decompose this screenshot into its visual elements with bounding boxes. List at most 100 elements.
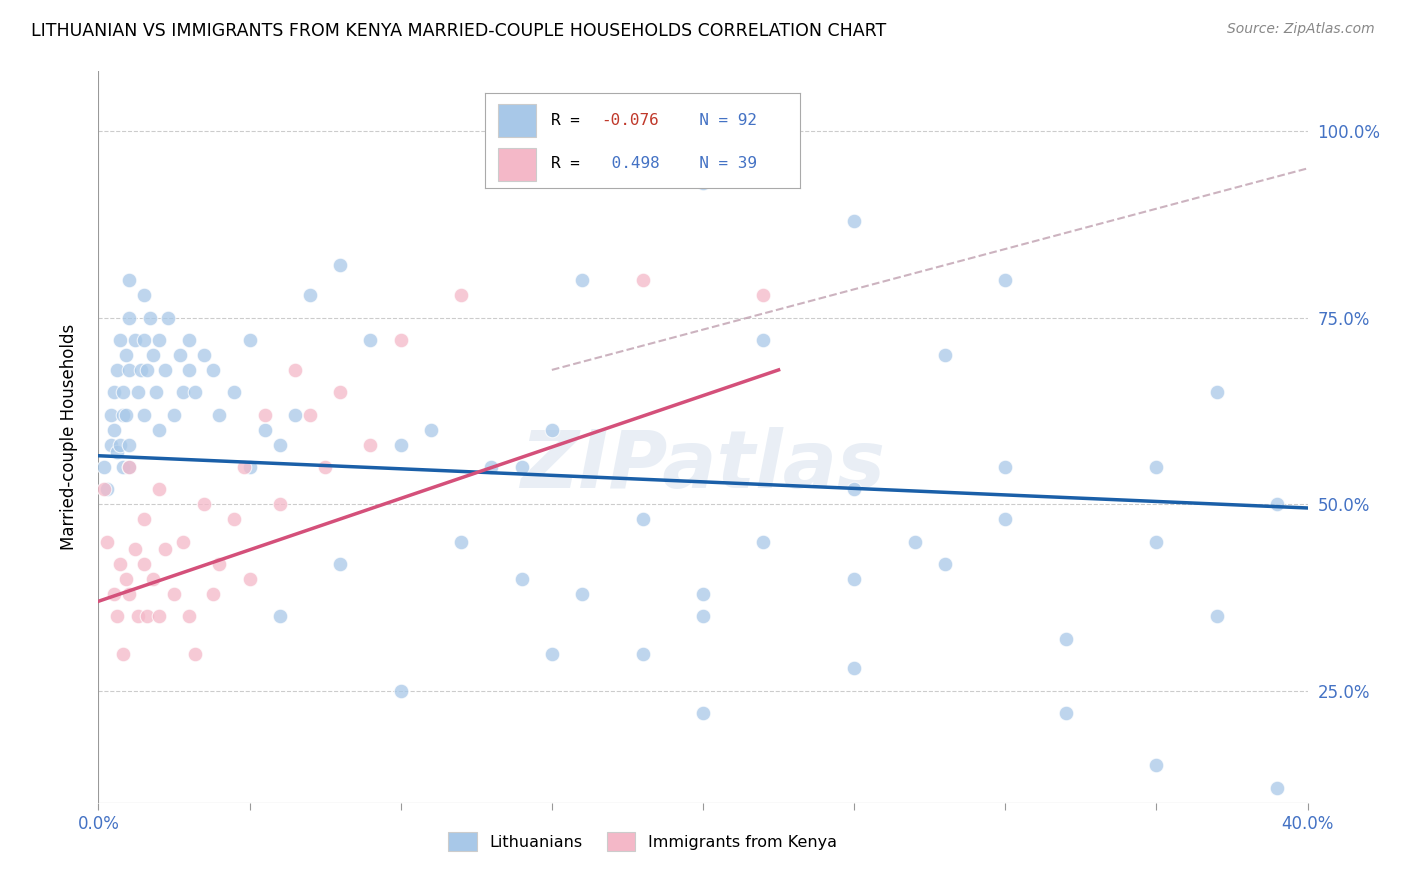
Point bbox=[934, 348, 956, 362]
Point bbox=[118, 437, 141, 451]
Point bbox=[118, 587, 141, 601]
Point bbox=[111, 459, 134, 474]
Point bbox=[844, 213, 866, 227]
Point bbox=[208, 408, 231, 422]
Point bbox=[510, 572, 533, 586]
Point bbox=[299, 408, 322, 422]
Point bbox=[111, 408, 134, 422]
Point bbox=[1206, 385, 1229, 400]
Point bbox=[184, 385, 207, 400]
Point bbox=[202, 363, 225, 377]
Point bbox=[239, 459, 262, 474]
Point bbox=[114, 408, 136, 422]
Point bbox=[142, 572, 165, 586]
Point bbox=[540, 423, 562, 437]
Point bbox=[96, 483, 118, 497]
Point bbox=[103, 385, 125, 400]
Point bbox=[145, 385, 167, 400]
Point bbox=[148, 483, 170, 497]
Point bbox=[124, 333, 146, 347]
Point bbox=[692, 609, 714, 624]
Point bbox=[269, 609, 291, 624]
Point bbox=[108, 437, 131, 451]
Point bbox=[389, 333, 412, 347]
Point bbox=[269, 437, 291, 451]
Point bbox=[169, 348, 191, 362]
Point bbox=[904, 534, 927, 549]
Point bbox=[132, 557, 155, 571]
Point bbox=[571, 587, 593, 601]
Point bbox=[172, 534, 194, 549]
Point bbox=[153, 363, 176, 377]
Point bbox=[360, 437, 382, 451]
Point bbox=[103, 423, 125, 437]
Point bbox=[163, 587, 186, 601]
Text: LITHUANIAN VS IMMIGRANTS FROM KENYA MARRIED-COUPLE HOUSEHOLDS CORRELATION CHART: LITHUANIAN VS IMMIGRANTS FROM KENYA MARR… bbox=[31, 22, 886, 40]
Point bbox=[93, 459, 115, 474]
Point bbox=[163, 408, 186, 422]
Point bbox=[111, 647, 134, 661]
Point bbox=[132, 333, 155, 347]
Point bbox=[105, 609, 128, 624]
Point bbox=[202, 587, 225, 601]
Point bbox=[124, 542, 146, 557]
Point bbox=[135, 363, 157, 377]
Point bbox=[540, 647, 562, 661]
Point bbox=[224, 385, 246, 400]
Point bbox=[510, 459, 533, 474]
Point bbox=[253, 408, 276, 422]
Point bbox=[114, 572, 136, 586]
Point bbox=[752, 288, 775, 302]
Point bbox=[752, 534, 775, 549]
Point bbox=[1144, 534, 1167, 549]
Y-axis label: Married-couple Households: Married-couple Households bbox=[59, 324, 77, 550]
Point bbox=[142, 348, 165, 362]
Point bbox=[179, 333, 201, 347]
Point bbox=[93, 483, 115, 497]
Point bbox=[1144, 758, 1167, 772]
Point bbox=[389, 683, 412, 698]
Point bbox=[994, 512, 1017, 526]
Point bbox=[269, 497, 291, 511]
Point bbox=[118, 310, 141, 325]
Point bbox=[172, 385, 194, 400]
Point bbox=[571, 273, 593, 287]
Point bbox=[118, 363, 141, 377]
Point bbox=[752, 333, 775, 347]
Point bbox=[692, 706, 714, 721]
Point bbox=[156, 310, 179, 325]
Point bbox=[1267, 780, 1289, 795]
Point bbox=[179, 363, 201, 377]
Point bbox=[631, 512, 654, 526]
Point bbox=[193, 497, 215, 511]
Point bbox=[129, 363, 152, 377]
Point bbox=[127, 385, 149, 400]
Point bbox=[631, 273, 654, 287]
Point bbox=[1267, 497, 1289, 511]
Text: Source: ZipAtlas.com: Source: ZipAtlas.com bbox=[1227, 22, 1375, 37]
Point bbox=[100, 437, 122, 451]
Point bbox=[934, 557, 956, 571]
Point bbox=[1144, 459, 1167, 474]
Point bbox=[450, 534, 472, 549]
Text: ZIPatlas: ZIPatlas bbox=[520, 427, 886, 506]
Point bbox=[360, 333, 382, 347]
Point bbox=[389, 437, 412, 451]
Point bbox=[100, 408, 122, 422]
Point bbox=[844, 483, 866, 497]
Point bbox=[994, 273, 1017, 287]
Point bbox=[108, 333, 131, 347]
Point bbox=[179, 609, 201, 624]
Point bbox=[1054, 706, 1077, 721]
Point bbox=[208, 557, 231, 571]
Point bbox=[108, 557, 131, 571]
Point bbox=[253, 423, 276, 437]
Point bbox=[1206, 609, 1229, 624]
Legend: Lithuanians, Immigrants from Kenya: Lithuanians, Immigrants from Kenya bbox=[441, 826, 844, 857]
Point bbox=[1054, 632, 1077, 646]
Point bbox=[329, 259, 352, 273]
Point bbox=[148, 333, 170, 347]
Point bbox=[692, 587, 714, 601]
Point bbox=[103, 587, 125, 601]
Point bbox=[994, 459, 1017, 474]
